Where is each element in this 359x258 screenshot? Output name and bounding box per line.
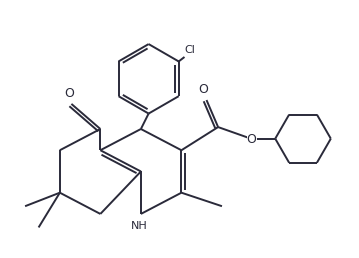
Text: O: O xyxy=(247,133,257,146)
Text: O: O xyxy=(65,87,74,100)
Text: O: O xyxy=(199,83,208,96)
Text: Cl: Cl xyxy=(185,45,195,55)
Text: NH: NH xyxy=(131,221,147,231)
